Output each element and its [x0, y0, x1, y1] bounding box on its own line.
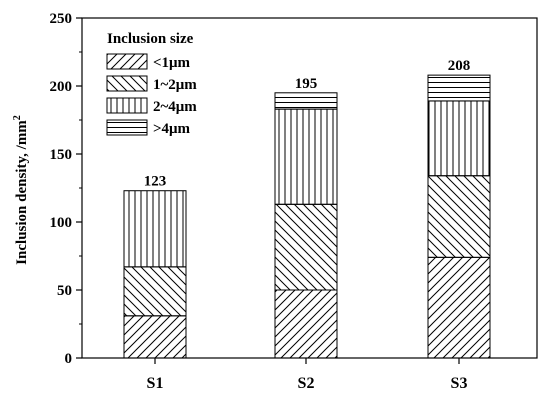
bar-segment-s3-series-3: [427, 100, 491, 177]
x-tick-label-s3: S3: [451, 375, 468, 392]
y-tick-label-0: 0: [65, 351, 73, 367]
plot-area: 123 S1 195 S2 208 S3 0 50 100 150 200 250 Inclusion …: [50, 11, 538, 392]
legend-title: Inclusion size: [107, 31, 194, 47]
y-axis-title: Inclusion density, /mm2: [12, 115, 30, 265]
legend-swatch-4: [106, 119, 148, 136]
total-label-s3: 208: [448, 58, 471, 74]
legend-label-4: >4μm: [153, 121, 191, 137]
legend-label-2: 1~2μm: [153, 77, 197, 93]
y-tick-label-250: 250: [50, 11, 73, 27]
x-tick-label-s1: S1: [147, 375, 164, 392]
bar-segment-s3-series-4: [427, 74, 491, 102]
bar-segment-s1-series-2: [123, 266, 187, 317]
x-tick-label-s2: S2: [298, 375, 315, 392]
bar-segment-s3-series-1: [427, 256, 491, 359]
y-tick-label-100: 100: [50, 215, 73, 231]
bar-segment-s1-series-1: [123, 315, 187, 359]
bar-segment-s3-series-2: [427, 175, 491, 258]
bar-segment-s2-series-2: [274, 203, 338, 291]
legend-label-3: 2~4μm: [153, 99, 197, 115]
y-tick-label-50: 50: [57, 283, 72, 299]
legend-swatch-3: [106, 97, 148, 114]
y-tick-label-150: 150: [50, 147, 73, 163]
total-label-s1: 123: [144, 174, 167, 190]
bar-segment-s2-series-3: [274, 108, 338, 205]
total-label-s2: 195: [295, 76, 318, 92]
bar-segment-s2-series-1: [274, 289, 338, 359]
bar-segment-s1-series-3: [123, 190, 187, 268]
y-tick-label-200: 200: [50, 79, 73, 95]
legend-swatch-1: [106, 53, 148, 70]
legend-label-1: <1μm: [153, 55, 191, 71]
legend-swatch-2: [106, 75, 148, 92]
bar-segment-s2-series-4: [274, 92, 338, 110]
